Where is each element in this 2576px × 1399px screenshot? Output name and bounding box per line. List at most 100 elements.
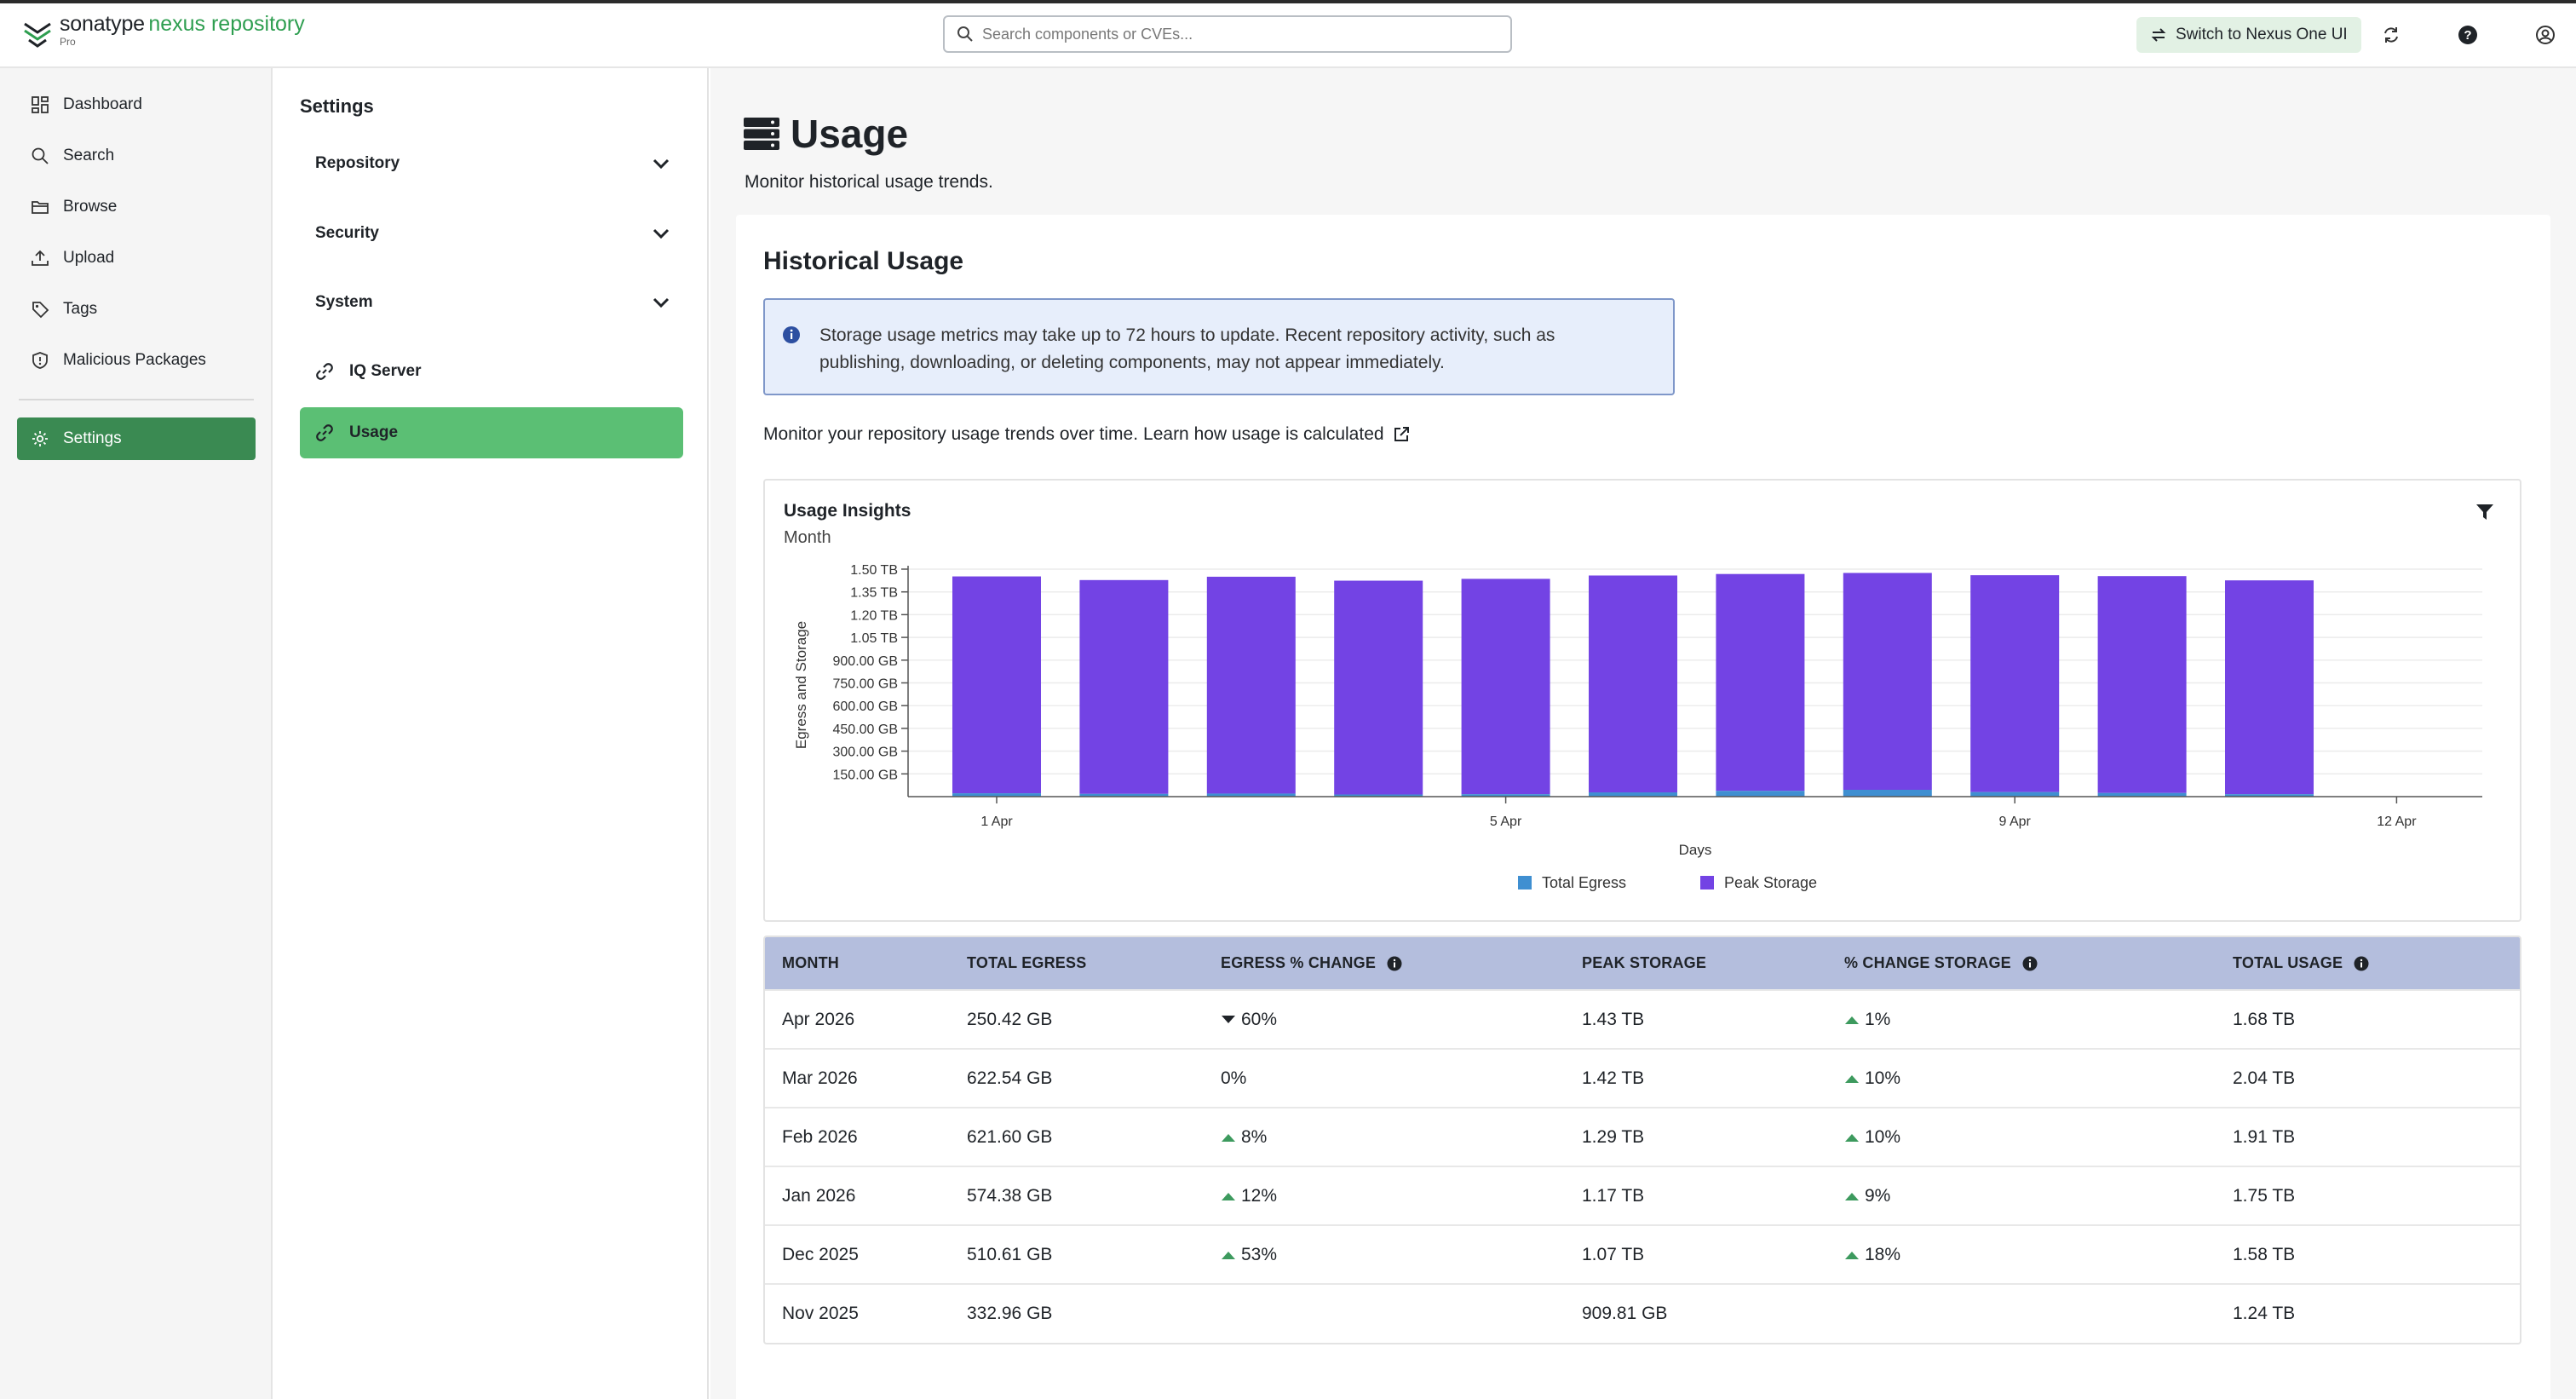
usage-insights-chart: 150.00 GB 300.00 GB 450.00 GB 600.00 GB 750.… <box>763 479 2521 922</box>
nav-label: Malicious Packages <box>63 351 206 369</box>
y-tick-label: 1.35 TB <box>850 586 898 601</box>
y-axis-label: Egress and Storage <box>793 621 809 749</box>
table-cell-total: 1.68 TB <box>2233 1009 2296 1029</box>
change-indicator: 53% <box>1221 1245 1277 1265</box>
x-axis-label: Days <box>1679 842 1712 858</box>
triangle-up-icon <box>1222 1251 1235 1259</box>
switch-ui-button[interactable]: Switch to Nexus One UI <box>2136 17 2361 53</box>
server-stack-icon <box>744 118 779 150</box>
y-tick-label: 300.00 GB <box>833 746 899 760</box>
col-header-storage-change[interactable]: % CHANGE STORAGE <box>1827 937 2216 990</box>
refresh-button[interactable] <box>2378 22 2404 48</box>
col-header-month[interactable]: MONTH <box>782 954 839 971</box>
change-indicator: 18% <box>1844 1245 1900 1265</box>
bar-total-egress <box>1589 792 1677 797</box>
legend-label: Total Egress <box>1542 874 1626 891</box>
search-input[interactable] <box>982 25 1493 43</box>
table-cell-storage: 1.07 TB <box>1582 1244 1645 1264</box>
learn-row: Monitor your repository usage trends ove… <box>763 424 1410 445</box>
y-tick-label: 1.05 TB <box>850 631 898 646</box>
settings-section-repository[interactable]: Repository <box>300 140 683 187</box>
table-cell-total: 1.24 TB <box>2233 1304 2296 1323</box>
dashboard-icon <box>32 96 49 113</box>
table-cell-month: Apr 2026 <box>782 1009 855 1029</box>
logo-tier: Pro <box>60 36 76 48</box>
filter-icon[interactable] <box>2475 503 2494 521</box>
table-cell-storage: 909.81 GB <box>1582 1304 1668 1323</box>
help-button[interactable]: ? <box>2455 22 2481 48</box>
settings-section-security[interactable]: Security <box>300 210 683 257</box>
bar-peak-storage <box>1461 579 1550 795</box>
table-cell-storage-change: 10% <box>1827 1108 2216 1166</box>
info-icon[interactable] <box>2354 956 2369 971</box>
nav-label: Tags <box>63 300 98 318</box>
nav-item-dashboard[interactable]: Dashboard <box>17 83 256 126</box>
svg-text:?: ? <box>2464 28 2471 43</box>
global-search[interactable] <box>943 15 1512 53</box>
table-cell-egress-change: 8% <box>1204 1108 1565 1166</box>
bar-total-egress <box>952 793 1041 797</box>
y-tick-label: 750.00 GB <box>833 677 899 692</box>
table-row: Feb 2026 621.60 GB 8% 1.29 TB 10% 1.91 TB <box>765 1108 2520 1166</box>
change-indicator: 10% <box>1844 1127 1900 1148</box>
switch-ui-label: Switch to Nexus One UI <box>2176 26 2348 43</box>
info-icon <box>783 326 800 343</box>
change-indicator: 60% <box>1221 1010 1277 1030</box>
logo-product: nexus repository <box>148 12 305 36</box>
nav-item-search[interactable]: Search <box>17 135 256 177</box>
table-cell-month: Dec 2025 <box>782 1244 859 1264</box>
table-row: Nov 2025 332.96 GB 909.81 GB 1.24 TB <box>765 1284 2520 1343</box>
table-cell-storage-change: 9% <box>1827 1166 2216 1225</box>
settings-panel: Settings Repository Security System IQ S… <box>274 68 709 1399</box>
nav-item-upload[interactable]: Upload <box>17 237 256 279</box>
nav-item-malicious-packages[interactable]: Malicious Packages <box>17 339 256 382</box>
learn-usage-link[interactable]: Learn how usage is calculated <box>1143 424 1384 444</box>
col-header-peak-storage[interactable]: PEAK STORAGE <box>1582 954 1707 971</box>
search-icon <box>957 26 973 42</box>
settings-link-iq-server[interactable]: IQ Server <box>300 346 683 397</box>
table-cell-egress: 622.54 GB <box>967 1068 1053 1088</box>
change-indicator: 12% <box>1221 1186 1277 1206</box>
nav-divider <box>19 399 254 400</box>
user-avatar-icon <box>2536 26 2555 44</box>
link-label: IQ Server <box>349 362 422 380</box>
logo-brand: sonatype <box>60 12 145 36</box>
bar-total-egress <box>1461 794 1550 797</box>
user-menu-button[interactable] <box>2533 22 2558 48</box>
col-header-total-usage[interactable]: TOTAL USAGE <box>2216 937 2520 990</box>
table-cell-storage: 1.29 TB <box>1582 1126 1645 1147</box>
table-cell-month: Jan 2026 <box>782 1185 856 1206</box>
nav-item-browse[interactable]: Browse <box>17 186 256 228</box>
info-icon[interactable] <box>1387 956 1402 971</box>
bar-total-egress <box>1334 794 1423 797</box>
col-header-egress-change[interactable]: EGRESS % CHANGE <box>1204 937 1565 990</box>
external-link-icon[interactable] <box>1393 426 1410 443</box>
page-title-text: Usage <box>791 112 909 156</box>
y-tick-label: 1.20 TB <box>850 608 898 623</box>
change-indicator: 1% <box>1844 1010 1890 1030</box>
info-icon[interactable] <box>2022 956 2038 971</box>
nav-item-tags[interactable]: Tags <box>17 288 256 331</box>
table-cell-egress: 510.61 GB <box>967 1244 1053 1264</box>
nav-label: Upload <box>63 249 115 267</box>
change-indicator: 0% <box>1221 1068 1247 1088</box>
table-cell-total: 1.58 TB <box>2233 1244 2296 1264</box>
col-header-total-egress[interactable]: TOTAL EGRESS <box>967 954 1087 971</box>
change-indicator: 8% <box>1221 1127 1267 1148</box>
usage-table: MONTH TOTAL EGRESS EGRESS % CHANGE PEAK … <box>763 936 2521 1344</box>
settings-section-system[interactable]: System <box>300 279 683 326</box>
logo[interactable]: sonatype nexus repository Pro <box>22 14 305 51</box>
table-row: Jan 2026 574.38 GB 12% 1.17 TB 9% 1.75 TB <box>765 1166 2520 1225</box>
nav-item-settings[interactable]: Settings <box>17 417 256 460</box>
table-cell-egress-change: 0% <box>1204 1049 1565 1108</box>
settings-title: Settings <box>300 95 374 117</box>
legend-swatch <box>1518 876 1532 889</box>
table-cell-total: 1.75 TB <box>2233 1185 2296 1206</box>
table-cell-egress-change: 60% <box>1204 990 1565 1049</box>
table-cell-egress-change: 53% <box>1204 1225 1565 1284</box>
settings-link-usage[interactable]: Usage <box>300 407 683 458</box>
bar-peak-storage <box>1843 573 1932 790</box>
table-cell-storage: 1.43 TB <box>1582 1009 1645 1029</box>
triangle-up-icon <box>1845 1192 1859 1200</box>
y-tick-label: 450.00 GB <box>833 723 899 737</box>
